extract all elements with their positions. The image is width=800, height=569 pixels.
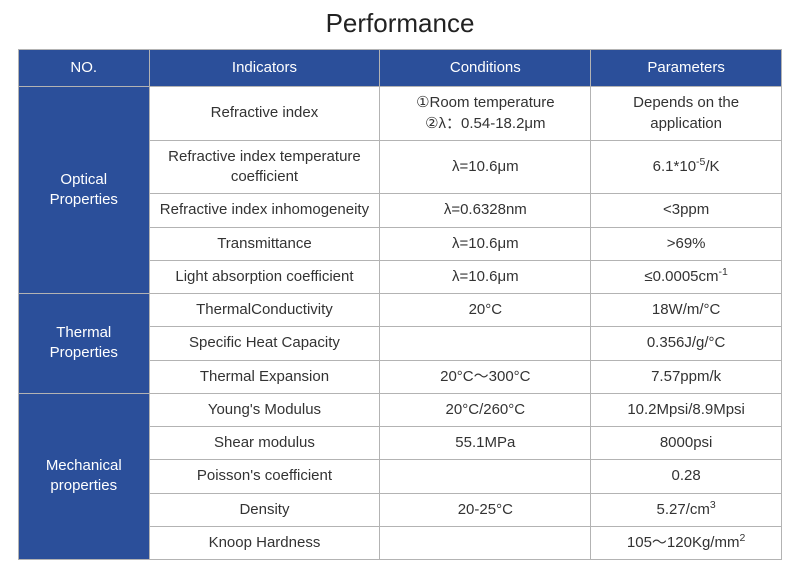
parameter-cell: Depends on theapplication xyxy=(591,87,782,141)
condition-cell xyxy=(380,526,591,559)
col-header-no: NO. xyxy=(19,50,150,87)
table-row: ThermalPropertiesThermalConductivity20°C… xyxy=(19,294,782,327)
condition-cell: 20°C xyxy=(380,294,591,327)
page-title: Performance xyxy=(18,8,782,39)
condition-cell: 20°C/260°C xyxy=(380,393,591,426)
parameter-cell: 7.57ppm/k xyxy=(591,360,782,393)
indicator-cell: ThermalConductivity xyxy=(149,294,380,327)
parameter-cell: 10.2Mpsi/8.9Mpsi xyxy=(591,393,782,426)
parameter-cell: ≤0.0005cm-1 xyxy=(591,260,782,293)
parameter-cell: 18W/m/°C xyxy=(591,294,782,327)
category-cell: Mechanicalproperties xyxy=(19,393,150,559)
col-header-indicators: Indicators xyxy=(149,50,380,87)
category-cell: OpticalProperties xyxy=(19,87,150,294)
condition-cell: λ=10.6μm xyxy=(380,260,591,293)
indicator-cell: Young's Modulus xyxy=(149,393,380,426)
indicator-cell: Refractive index temperature coefficient xyxy=(149,140,380,194)
condition-cell: λ=10.6μm xyxy=(380,140,591,194)
condition-cell: 20-25°C xyxy=(380,493,591,526)
table-body: OpticalPropertiesRefractive index①Room t… xyxy=(19,87,782,560)
col-header-parameters: Parameters xyxy=(591,50,782,87)
parameter-cell: 0.356J/g/°C xyxy=(591,327,782,360)
table-row: MechanicalpropertiesYoung's Modulus20°C/… xyxy=(19,393,782,426)
indicator-cell: Light absorption coefficient xyxy=(149,260,380,293)
condition-cell xyxy=(380,460,591,493)
indicator-cell: Thermal Expansion xyxy=(149,360,380,393)
condition-cell: 55.1MPa xyxy=(380,427,591,460)
category-cell: ThermalProperties xyxy=(19,294,150,394)
performance-table: NO. Indicators Conditions Parameters Opt… xyxy=(18,49,782,560)
indicator-cell: Knoop Hardness xyxy=(149,526,380,559)
indicator-cell: Refractive index inhomogeneity xyxy=(149,194,380,227)
indicator-cell: Refractive index xyxy=(149,87,380,141)
indicator-cell: Shear modulus xyxy=(149,427,380,460)
condition-cell: 20°C～300°C xyxy=(380,360,591,393)
parameter-cell: 5.27/cm3 xyxy=(591,493,782,526)
parameter-cell: 6.1*10-5/K xyxy=(591,140,782,194)
condition-cell: λ=10.6μm xyxy=(380,227,591,260)
parameter-cell: <3ppm xyxy=(591,194,782,227)
table-header: NO. Indicators Conditions Parameters xyxy=(19,50,782,87)
parameter-cell: 8000psi xyxy=(591,427,782,460)
indicator-cell: Density xyxy=(149,493,380,526)
table-row: OpticalPropertiesRefractive index①Room t… xyxy=(19,87,782,141)
col-header-conditions: Conditions xyxy=(380,50,591,87)
condition-cell: λ=0.6328nm xyxy=(380,194,591,227)
parameter-cell: 105～120Kg/mm2 xyxy=(591,526,782,559)
indicator-cell: Transmittance xyxy=(149,227,380,260)
parameter-cell: >69% xyxy=(591,227,782,260)
condition-cell xyxy=(380,327,591,360)
indicator-cell: Specific Heat Capacity xyxy=(149,327,380,360)
parameter-cell: 0.28 xyxy=(591,460,782,493)
indicator-cell: Poisson's coefficient xyxy=(149,460,380,493)
condition-cell: ①Room temperature②λ：0.54-18.2μm xyxy=(380,87,591,141)
